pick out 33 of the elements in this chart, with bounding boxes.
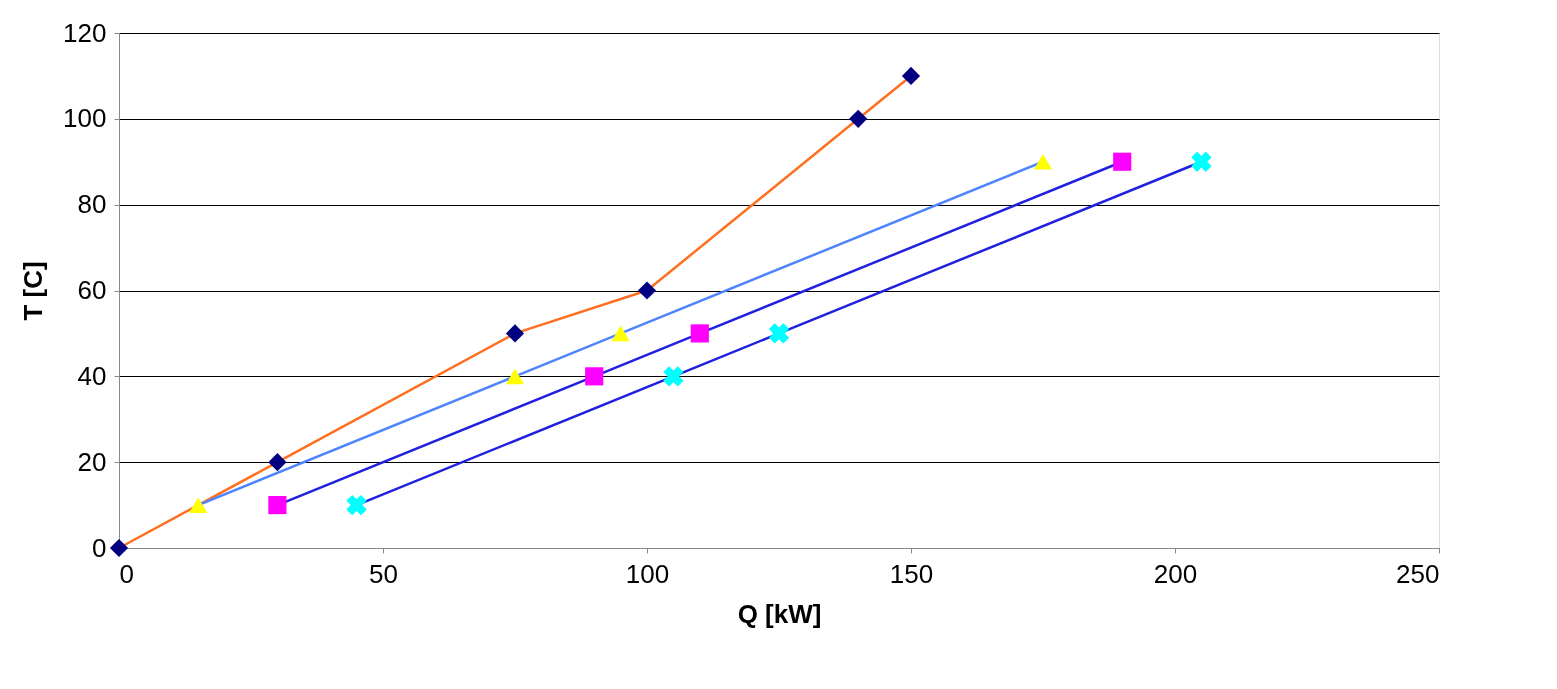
x-tick-label: 150 (889, 558, 934, 589)
x-tick-label: 200 (1153, 558, 1198, 589)
point (849, 109, 868, 128)
point (1113, 152, 1132, 171)
point (505, 324, 525, 343)
point (346, 494, 367, 516)
y-tick-label: 20 (77, 446, 107, 477)
x-tick-label: 100 (625, 558, 670, 589)
x-tick-label: 50 (369, 558, 398, 589)
point (1033, 153, 1053, 170)
point (268, 496, 287, 515)
x-axis-title: Q [kW] (737, 598, 822, 629)
y-tick-label: 0 (92, 532, 107, 563)
point (585, 367, 604, 386)
point (663, 366, 684, 387)
x-tick-label: 0 (119, 558, 134, 589)
y-axis-title: T [C] (18, 261, 49, 321)
point (637, 281, 657, 300)
point (690, 324, 709, 343)
y-tick-label: 80 (77, 189, 107, 220)
point (505, 368, 525, 385)
x-tick-label: 250 (1396, 558, 1440, 589)
point (901, 66, 921, 85)
y-tick-label: 120 (63, 17, 107, 48)
point (268, 453, 287, 472)
y-tick-label: 40 (77, 360, 107, 391)
point (109, 538, 129, 558)
point (768, 323, 790, 344)
y-tick-label: 100 (63, 103, 107, 134)
point (611, 325, 630, 342)
y-tick-label: 60 (77, 275, 107, 305)
point (189, 497, 208, 513)
point (1191, 151, 1212, 172)
